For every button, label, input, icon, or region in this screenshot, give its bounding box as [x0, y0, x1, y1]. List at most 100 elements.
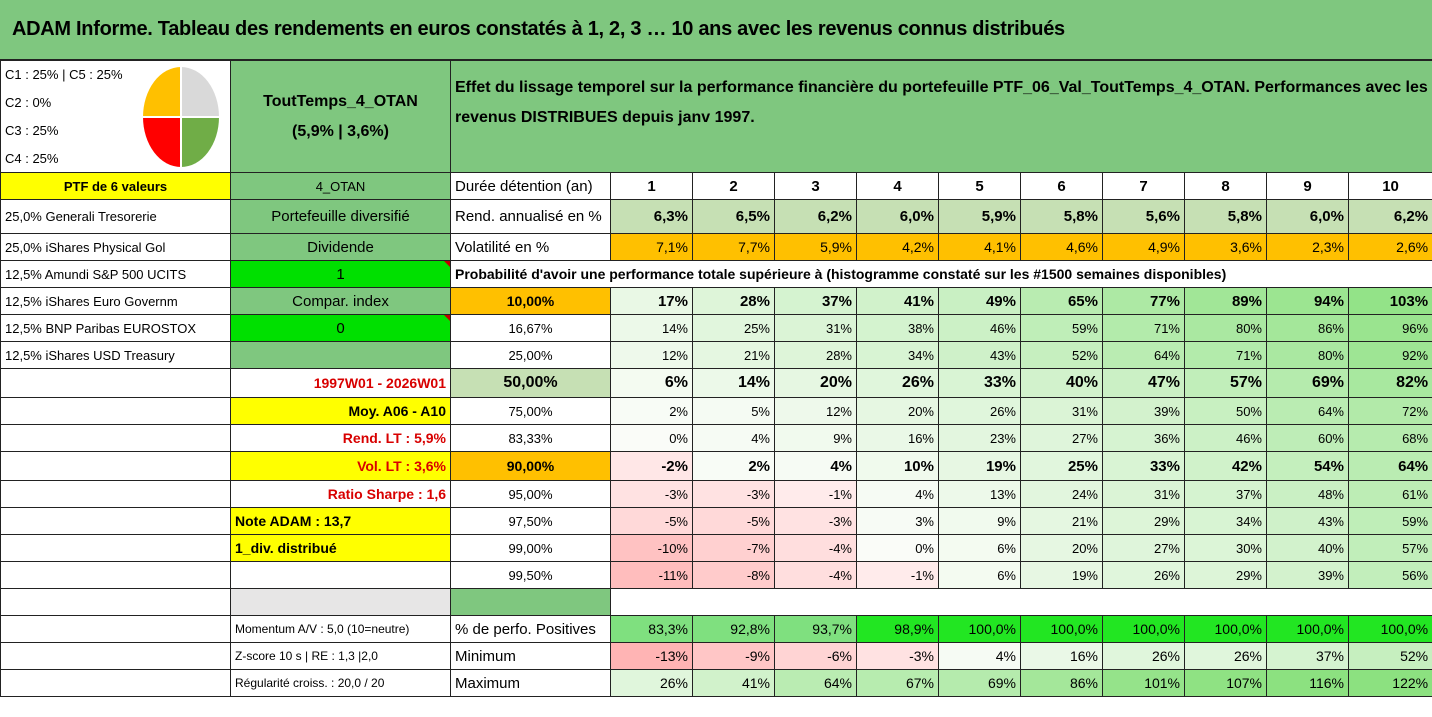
quantile-label: 95,00%: [450, 480, 611, 508]
pos-value: 100,0%: [1266, 615, 1349, 643]
quantile-value: 71%: [1184, 341, 1267, 369]
vol-value: 7,1%: [610, 233, 693, 261]
pos-label: % de perfo. Positives: [450, 615, 611, 643]
quantile-value: 82%: [1347, 368, 1432, 398]
quantile-value: 65%: [1020, 287, 1103, 315]
quantile-value: 54%: [1266, 451, 1349, 481]
dividend-value: 1: [230, 260, 451, 288]
quantile-value: 94%: [1266, 287, 1349, 315]
quantile-value: -3%: [610, 480, 693, 508]
quantile-value: 4%: [774, 451, 857, 481]
zscore: Z-score 10 s | RE : 1,3 |2,0: [230, 642, 451, 670]
vol-value: 2,3%: [1266, 233, 1349, 261]
empty: [610, 588, 1432, 616]
table-row: 25,0% iShares Physical Gol Dividende Volat…: [0, 233, 1432, 261]
quantile-value: 40%: [1020, 368, 1103, 398]
pos-value: 100,0%: [1184, 615, 1267, 643]
year-header-2: 2: [692, 172, 775, 200]
compar-label: Compar. index: [230, 287, 451, 315]
quantile-value: 60%: [1266, 424, 1349, 452]
quantile-value: 37%: [1184, 480, 1267, 508]
vol-value: 4,1%: [938, 233, 1021, 261]
quantile-value: 25%: [692, 314, 775, 342]
pos-value: 83,3%: [610, 615, 693, 643]
vol-label: Volatilité en %: [450, 233, 611, 261]
min-value: -6%: [774, 642, 857, 670]
ptf-header: PTF de 6 valeurs: [0, 172, 231, 200]
quantile-value: 3%: [856, 507, 939, 535]
min-value: -9%: [692, 642, 775, 670]
quantile-value: 46%: [938, 314, 1021, 342]
table-row: Note ADAM : 13,7 97,50% -5% -5% -3% 3% 9% 21% 29…: [0, 507, 1432, 535]
quantile-value: 20%: [774, 368, 857, 398]
dividend-label: Dividende: [230, 233, 451, 261]
quantile-label: 25,00%: [450, 341, 611, 369]
title-bar: ADAM Informe. Tableau des rendements en …: [0, 0, 1432, 60]
quantile-value: 71%: [1102, 314, 1185, 342]
vol-value: 2,6%: [1347, 233, 1432, 261]
quantile-value: 33%: [938, 368, 1021, 398]
quantile-value: 47%: [1102, 368, 1185, 398]
quantile-value: 72%: [1347, 397, 1432, 425]
vol-value: 4,2%: [856, 233, 939, 261]
table-row: 12,5% Amundi S&P 500 UCITS 1 Probabilité d…: [0, 260, 1432, 288]
quantile-value: -4%: [774, 561, 857, 589]
table-row: 12,5% iShares Euro Governm Compar. index 1…: [0, 287, 1432, 315]
alloc-c3: C3 : 25%: [5, 123, 59, 138]
quantile-value: 52%: [1020, 341, 1103, 369]
quantile-value: 59%: [1347, 507, 1432, 535]
quantile-value: 2%: [610, 397, 693, 425]
empty: [0, 480, 231, 508]
quantile-value: 9%: [774, 424, 857, 452]
quantile-value: 19%: [1020, 561, 1103, 589]
pos-value: 98,9%: [856, 615, 939, 643]
quantile-value: -7%: [692, 534, 775, 562]
allocation-pie-chart: [143, 67, 219, 167]
rend-value: 6,5%: [692, 199, 775, 234]
max-value: 101%: [1102, 669, 1185, 697]
holding-1: 25,0% Generali Tresorerie: [0, 199, 231, 234]
max-value: 41%: [692, 669, 775, 697]
pos-value: 100,0%: [1102, 615, 1185, 643]
quantile-value: 80%: [1266, 341, 1349, 369]
holding-2: 25,0% iShares Physical Gol: [0, 233, 231, 261]
table-row: Vol. LT : 3,6% 90,00% -2% 2% 4% 10% 19% 25% 33% 4…: [0, 451, 1432, 481]
quantile-value: 92%: [1347, 341, 1432, 369]
quantile-value: -3%: [774, 507, 857, 535]
quantile-value: 39%: [1266, 561, 1349, 589]
quantile-value: 26%: [938, 397, 1021, 425]
quantile-value: 34%: [856, 341, 939, 369]
empty: [0, 397, 231, 425]
allocation-cell: C1 : 25% | C5 : 25% C2 : 0% C3 : 25% C4 …: [0, 60, 231, 173]
min-value: 26%: [1102, 642, 1185, 670]
rend-value: 5,8%: [1020, 199, 1103, 234]
max-value: 86%: [1020, 669, 1103, 697]
max-value: 122%: [1347, 669, 1432, 697]
min-value: 37%: [1266, 642, 1349, 670]
table-row: 99,50% -11% -8% -4% -1% 6% 19% 26% 29% 39% 56%: [0, 561, 1432, 589]
quantile-value: 57%: [1184, 368, 1267, 398]
max-value: 26%: [610, 669, 693, 697]
rend-value: 6,2%: [774, 199, 857, 234]
quantile-value: 37%: [774, 287, 857, 315]
quantile-label: 16,67%: [450, 314, 611, 342]
quantile-value: 41%: [856, 287, 939, 315]
quantile-label: 90,00%: [450, 451, 611, 481]
quantile-value: 96%: [1347, 314, 1432, 342]
quantile-value: 43%: [1266, 507, 1349, 535]
holding-6: 12,5% iShares USD Treasury: [0, 341, 231, 369]
empty: [0, 669, 231, 697]
quantile-value: 31%: [1102, 480, 1185, 508]
quantile-value: 28%: [692, 287, 775, 315]
max-value: 67%: [856, 669, 939, 697]
quantile-value: -5%: [610, 507, 693, 535]
table-row: [0, 588, 1432, 616]
quantile-value: 23%: [938, 424, 1021, 452]
portfolio-stats: (5,9% | 3,6%): [292, 122, 389, 140]
max-value: 107%: [1184, 669, 1267, 697]
rend-lt: Rend. LT : 5,9%: [230, 424, 451, 452]
quantile-value: 64%: [1347, 451, 1432, 481]
quantile-value: 27%: [1102, 534, 1185, 562]
quantile-value: 40%: [1266, 534, 1349, 562]
